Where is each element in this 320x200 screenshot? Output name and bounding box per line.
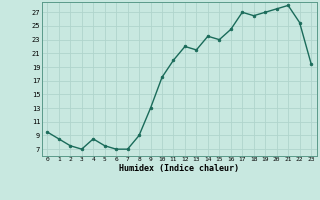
X-axis label: Humidex (Indice chaleur): Humidex (Indice chaleur) bbox=[119, 164, 239, 173]
